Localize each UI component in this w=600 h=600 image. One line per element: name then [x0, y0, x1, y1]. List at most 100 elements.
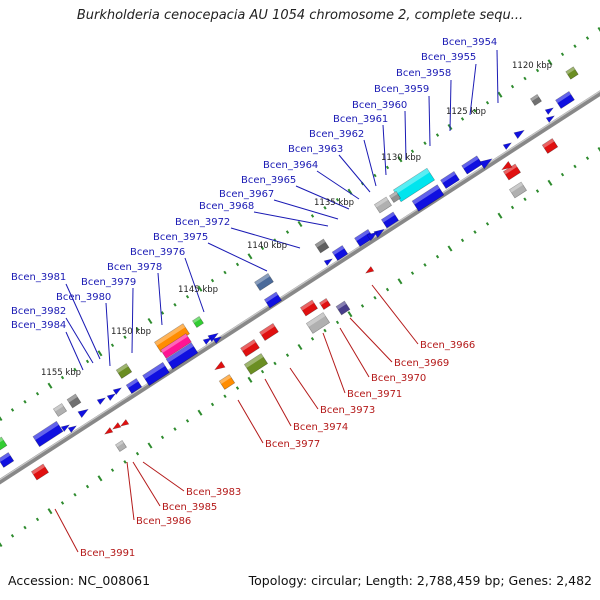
plus-strand-arrow[interactable]	[323, 256, 334, 266]
plus-strand-gene[interactable]	[380, 211, 400, 229]
gene-label-plus[interactable]: Bcen_3967	[219, 189, 274, 200]
minus-strand-arrow[interactable]	[111, 422, 122, 431]
plus-strand-gene[interactable]	[115, 363, 133, 379]
gene-label-plus[interactable]: Bcen_3964	[263, 160, 318, 171]
plus-strand-gene[interactable]	[392, 167, 436, 203]
scale-tick	[497, 212, 503, 219]
gene-label-plus[interactable]: Bcen_3963	[288, 144, 343, 155]
plus-strand-arrow[interactable]	[544, 105, 555, 115]
gene-label-plus[interactable]: Bcen_3955	[421, 52, 476, 63]
gene-label-plus[interactable]: Bcen_3984	[11, 320, 66, 331]
gene-label-plus[interactable]: Bcen_3980	[56, 292, 111, 303]
plus-strand-arrow[interactable]	[67, 423, 78, 433]
plus-strand-gene[interactable]	[165, 342, 199, 370]
plus-strand-arrow[interactable]	[373, 226, 386, 239]
gene-label-minus[interactable]: Bcen_3966	[420, 340, 475, 351]
plus-strand-arrow[interactable]	[106, 391, 117, 401]
gene-label-plus[interactable]: Bcen_3975	[153, 232, 208, 243]
plus-strand-gene[interactable]	[461, 155, 483, 175]
minus-strand-gene[interactable]	[240, 339, 260, 357]
gene-label-plus[interactable]: Bcen_3968	[199, 201, 254, 212]
plus-strand-gene[interactable]	[565, 66, 579, 80]
plus-strand-gene[interactable]	[254, 273, 274, 291]
minus-strand-arrow[interactable]	[364, 266, 375, 275]
gene-label-plus[interactable]: Bcen_3960	[352, 100, 407, 111]
minus-strand-gene[interactable]	[259, 323, 279, 341]
gene-label-plus[interactable]: Bcen_3972	[175, 217, 230, 228]
plus-strand-gene[interactable]	[66, 393, 82, 409]
minus-strand-gene[interactable]	[299, 299, 319, 317]
gene-label-minus[interactable]: Bcen_3983	[186, 487, 241, 498]
gene-label-plus[interactable]: Bcen_3965	[241, 175, 296, 186]
scale-tick	[60, 375, 65, 380]
plus-strand-gene[interactable]	[52, 403, 68, 417]
minus-strand-gene[interactable]	[502, 163, 522, 181]
plus-strand-gene[interactable]	[314, 238, 330, 254]
plus-strand-gene[interactable]	[331, 245, 349, 261]
gene-label-plus[interactable]: Bcen_3981	[11, 272, 66, 283]
plus-strand-gene[interactable]	[354, 229, 374, 247]
gene-label-minus[interactable]: Bcen_3974	[293, 422, 348, 433]
plus-strand-arrow[interactable]	[112, 385, 123, 395]
minus-strand-gene[interactable]	[541, 138, 559, 154]
plus-strand-gene[interactable]	[192, 316, 204, 328]
scale-tick	[373, 295, 377, 300]
plus-strand-gene[interactable]	[440, 171, 460, 189]
gene-label-minus[interactable]: Bcen_3969	[394, 358, 449, 369]
plus-strand-gene[interactable]	[530, 94, 542, 106]
minus-strand-arrow[interactable]	[103, 427, 114, 436]
gene-label-plus[interactable]: Bcen_3954	[442, 37, 497, 48]
plus-strand-arrow[interactable]	[513, 127, 526, 140]
gene-label-minus[interactable]: Bcen_3977	[265, 439, 320, 450]
gene-label-plus[interactable]: Bcen_3978	[107, 262, 162, 273]
plus-strand-gene[interactable]	[411, 184, 445, 212]
plus-strand-arrow[interactable]	[202, 335, 213, 345]
plus-strand-gene[interactable]	[263, 291, 283, 309]
plus-strand-arrow[interactable]	[502, 140, 513, 150]
plus-strand-arrow[interactable]	[60, 422, 71, 432]
plus-strand-arrow[interactable]	[479, 155, 495, 170]
plus-strand-arrow[interactable]	[366, 229, 379, 242]
minus-strand-gene[interactable]	[218, 374, 236, 390]
plus-strand-gene[interactable]	[142, 362, 170, 386]
plus-strand-gene[interactable]	[32, 420, 64, 448]
gene-label-minus[interactable]: Bcen_3986	[136, 516, 191, 527]
plus-strand-gene[interactable]	[389, 191, 401, 203]
label-leader	[142, 461, 185, 492]
minus-strand-gene[interactable]	[305, 312, 331, 334]
plus-strand-gene[interactable]	[555, 91, 575, 109]
minus-strand-gene[interactable]	[335, 300, 351, 316]
gene-label-minus[interactable]: Bcen_3973	[320, 405, 375, 416]
gene-label-plus[interactable]: Bcen_3959	[374, 84, 429, 95]
gene-label-plus[interactable]: Bcen_3982	[11, 306, 66, 317]
minus-strand-gene[interactable]	[243, 353, 269, 375]
minus-strand-arrow[interactable]	[500, 160, 513, 172]
gene-label-plus[interactable]: Bcen_3962	[309, 129, 364, 140]
minus-strand-gene[interactable]	[508, 181, 528, 199]
plus-strand-gene[interactable]	[160, 333, 192, 359]
gene-label-plus[interactable]: Bcen_3976	[130, 247, 185, 258]
minus-strand-arrow[interactable]	[119, 419, 130, 428]
scale-tick	[47, 508, 53, 515]
plus-strand-arrow[interactable]	[212, 334, 223, 344]
minus-strand-gene[interactable]	[319, 298, 331, 310]
scale-tick	[360, 304, 365, 308]
plus-strand-arrow[interactable]	[77, 406, 90, 419]
plus-strand-arrow[interactable]	[545, 113, 556, 123]
gene-label-minus[interactable]: Bcen_3970	[371, 373, 426, 384]
gene-label-plus[interactable]: Bcen_3979	[81, 277, 136, 288]
minus-strand-arrow[interactable]	[213, 360, 226, 372]
gene-label-minus[interactable]: Bcen_3971	[347, 389, 402, 400]
gene-label-plus[interactable]: Bcen_3958	[396, 68, 451, 79]
scale-tick	[510, 84, 515, 89]
gene-label-minus[interactable]: Bcen_3991	[80, 548, 135, 559]
plus-strand-gene[interactable]	[0, 436, 8, 452]
plus-strand-gene[interactable]	[125, 378, 143, 394]
plus-strand-gene[interactable]	[373, 196, 393, 214]
minus-strand-gene[interactable]	[115, 440, 127, 452]
plus-strand-gene[interactable]	[0, 452, 15, 468]
gene-label-plus[interactable]: Bcen_3961	[333, 114, 388, 125]
gene-label-minus[interactable]: Bcen_3985	[162, 502, 217, 513]
plus-strand-arrow[interactable]	[96, 395, 107, 405]
minus-strand-gene[interactable]	[30, 463, 50, 481]
